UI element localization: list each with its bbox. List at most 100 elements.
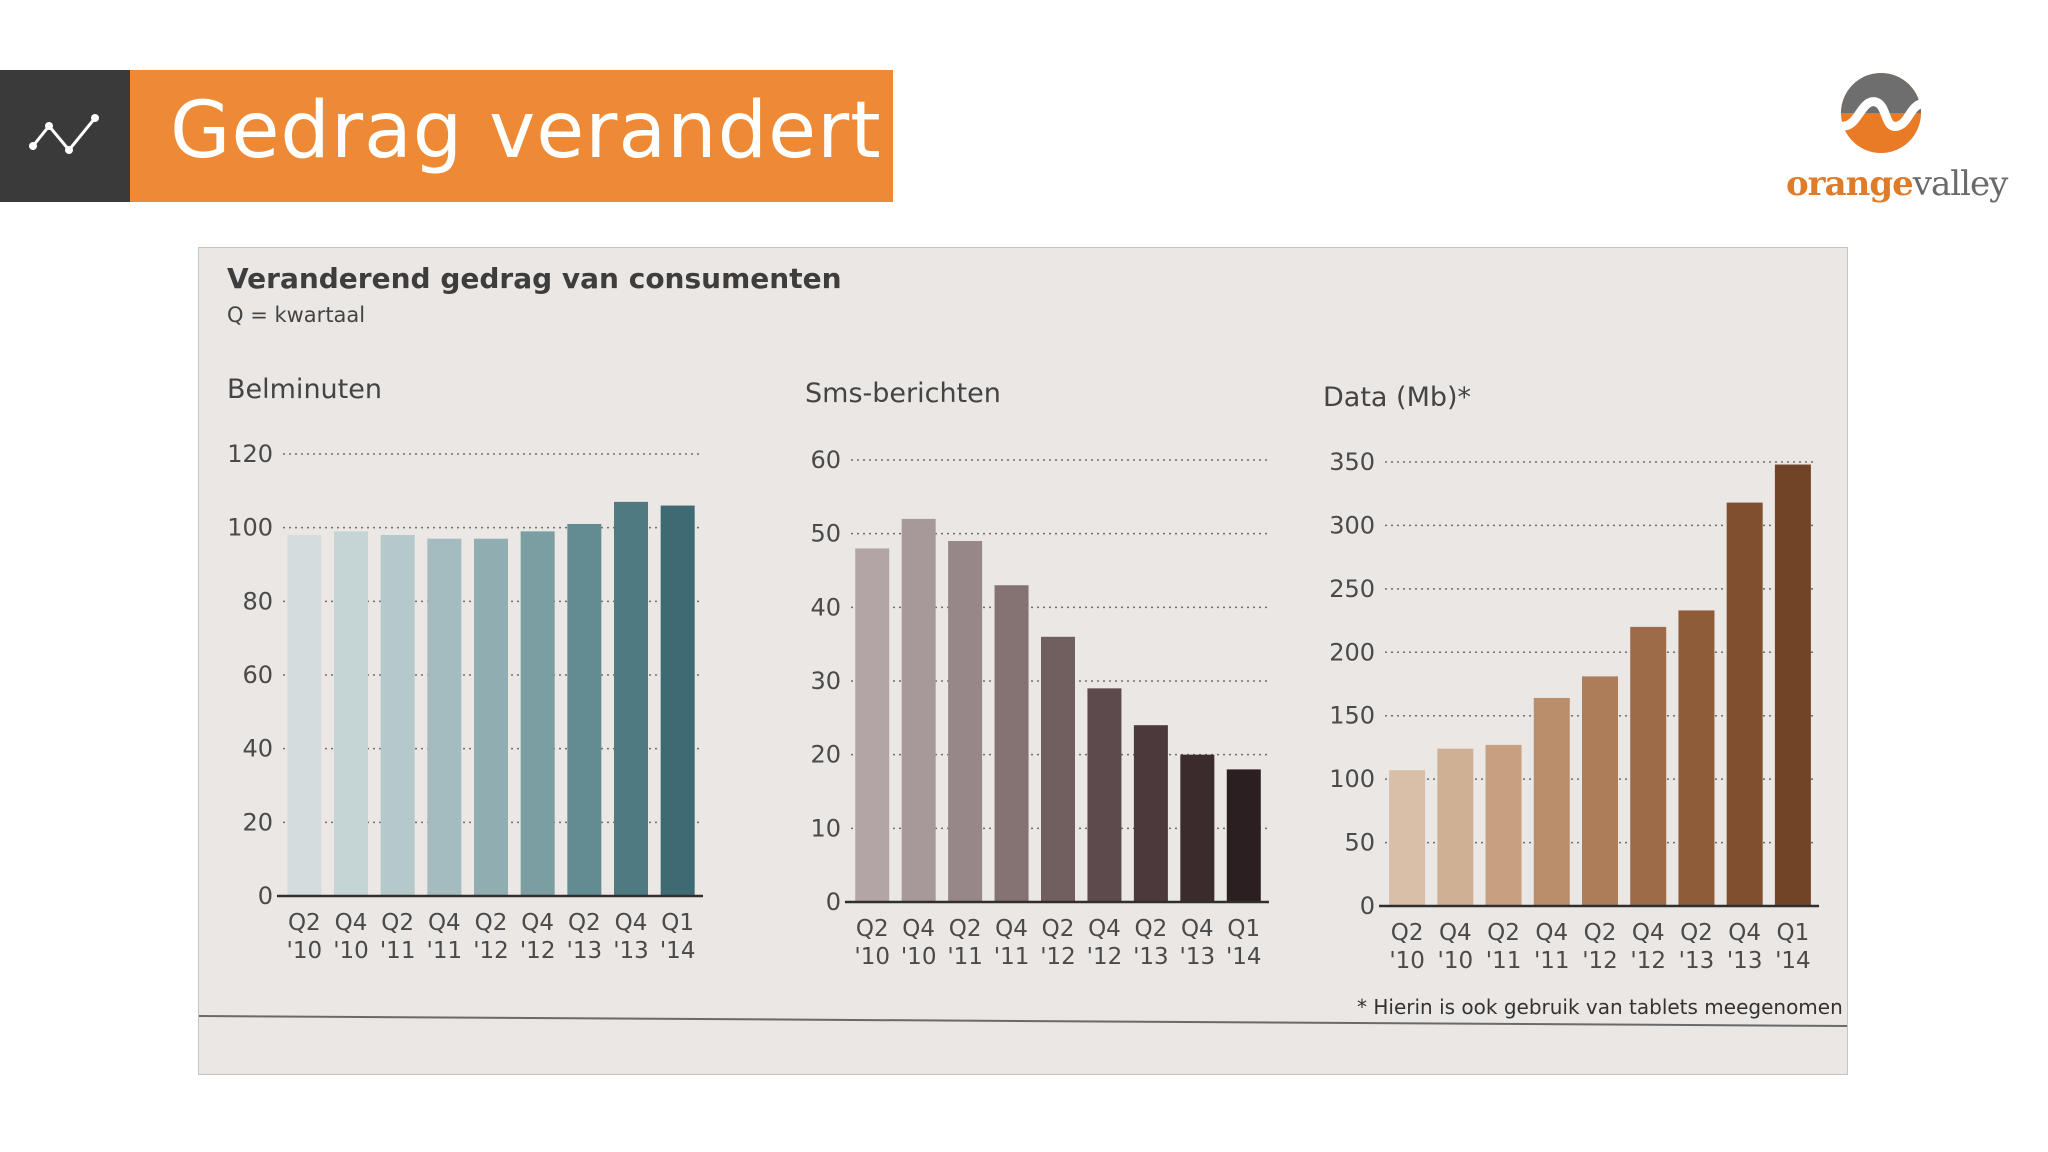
x-tick-label-data: Q4: [1632, 920, 1665, 946]
x-tick-label-data: Q2: [1584, 920, 1617, 946]
bar-belminuten: [474, 538, 508, 896]
bar-data: [1485, 744, 1522, 906]
x-tick-label-sms: '11: [947, 944, 983, 970]
x-tick-label-data: '10: [1438, 948, 1474, 974]
bar-belminuten: [427, 538, 462, 896]
logo-mark-icon: [1839, 73, 1925, 153]
bar-sms: [948, 541, 983, 902]
x-tick-label-data: Q2: [1391, 920, 1424, 946]
y-tick-label-belminuten: 0: [258, 882, 273, 910]
y-tick-label-sms: 0: [826, 888, 841, 916]
x-tick-label-belminuten: Q2: [475, 910, 508, 936]
title-bar: Gedrag verandert: [130, 70, 893, 202]
x-tick-label-sms: '10: [854, 944, 890, 970]
bar-sms: [994, 585, 1029, 902]
x-tick-label-data: '12: [1582, 948, 1618, 974]
header-icon-box: [0, 70, 130, 202]
x-tick-label-belminuten: '12: [473, 938, 509, 964]
bar-data: [1630, 626, 1667, 906]
y-tick-label-sms: 40: [810, 593, 841, 621]
x-tick-label-sms: '11: [994, 944, 1030, 970]
y-tick-label-sms: 20: [810, 741, 841, 769]
bar-sms: [1133, 725, 1168, 902]
bar-sms: [1087, 688, 1122, 902]
bar-sms: [855, 548, 890, 902]
panel-title-sms: Sms-berichten: [805, 378, 1001, 409]
bar-sms: [901, 518, 936, 902]
trend-line-icon: [29, 114, 99, 154]
bar-belminuten: [334, 531, 368, 896]
x-tick-label-data: Q2: [1680, 920, 1713, 946]
bar-sms: [1180, 754, 1215, 902]
y-tick-label-data: 200: [1329, 638, 1375, 666]
x-tick-label-sms: Q2: [856, 916, 889, 942]
x-tick-label-belminuten: Q2: [288, 910, 321, 936]
newspaper-clipping: Veranderend gedrag van consumenten Q = k…: [198, 247, 1848, 1075]
bar-belminuten: [287, 535, 322, 896]
y-tick-label-belminuten: 120: [227, 440, 273, 468]
x-tick-label-sms: '13: [1133, 944, 1169, 970]
y-tick-label-belminuten: 80: [242, 587, 273, 615]
x-tick-label-sms: Q4: [995, 916, 1028, 942]
x-tick-label-data: Q4: [1439, 920, 1472, 946]
chart-figure: Veranderend gedrag van consumenten Q = k…: [199, 262, 1847, 1027]
x-tick-label-data: '13: [1679, 948, 1715, 974]
bar-data: [1533, 697, 1570, 906]
y-tick-label-belminuten: 60: [242, 661, 273, 689]
x-tick-label-belminuten: '12: [520, 938, 556, 964]
chart-footnote: * Hierin is ook gebruik van tablets meeg…: [1357, 995, 1843, 1019]
x-tick-label-belminuten: '13: [567, 938, 603, 964]
y-tick-label-data: 350: [1329, 448, 1375, 476]
x-tick-label-sms: '12: [1087, 944, 1123, 970]
x-tick-label-sms: Q4: [1181, 916, 1214, 942]
panel-title-belminuten: Belminuten: [227, 374, 382, 405]
footer-rule: [199, 1015, 1847, 1027]
x-tick-label-sms: Q2: [949, 916, 982, 942]
bar-data: [1774, 464, 1811, 906]
panel-title-data: Data (Mb)*: [1323, 382, 1471, 413]
x-tick-label-data: '13: [1727, 948, 1763, 974]
bar-data: [1726, 502, 1763, 906]
bar-sms: [1226, 769, 1261, 902]
orangevalley-logo: orangevalley: [1780, 68, 2008, 208]
x-tick-label-data: Q1: [1777, 920, 1810, 946]
x-tick-label-belminuten: '13: [613, 938, 649, 964]
y-tick-label-sms: 30: [810, 667, 841, 695]
x-tick-label-sms: '10: [901, 944, 937, 970]
chart-title: Veranderend gedrag van consumenten: [227, 262, 842, 295]
x-tick-label-belminuten: Q2: [568, 910, 601, 936]
x-tick-label-sms: Q2: [1135, 916, 1168, 942]
x-tick-label-sms: Q2: [1042, 916, 1075, 942]
x-tick-label-data: '14: [1775, 948, 1811, 974]
bar-data: [1582, 676, 1618, 906]
x-tick-label-belminuten: '10: [333, 938, 369, 964]
x-tick-label-belminuten: '14: [660, 938, 696, 964]
y-tick-label-data: 100: [1329, 765, 1375, 793]
y-tick-label-data: 150: [1329, 702, 1375, 730]
x-tick-label-sms: Q4: [902, 916, 935, 942]
y-tick-label-belminuten: 100: [227, 514, 273, 542]
x-tick-label-belminuten: '10: [287, 938, 323, 964]
x-tick-label-data: '10: [1389, 948, 1425, 974]
bar-belminuten: [380, 535, 415, 896]
x-tick-label-belminuten: Q1: [661, 910, 694, 936]
x-tick-label-sms: '14: [1226, 944, 1262, 970]
chart-subtitle: Q = kwartaal: [227, 303, 365, 327]
x-tick-label-sms: Q4: [1088, 916, 1121, 942]
logo-word-orange: orange: [1786, 164, 1914, 204]
x-tick-label-belminuten: Q4: [521, 910, 554, 936]
y-tick-label-belminuten: 40: [242, 735, 273, 763]
y-tick-label-data: 300: [1329, 511, 1375, 539]
slide-title: Gedrag verandert: [170, 86, 882, 176]
x-tick-label-belminuten: '11: [380, 938, 416, 964]
x-tick-label-data: '12: [1630, 948, 1666, 974]
y-tick-label-data: 0: [1360, 892, 1375, 920]
y-tick-label-belminuten: 20: [242, 808, 273, 836]
x-tick-label-belminuten: Q2: [381, 910, 414, 936]
x-tick-label-data: '11: [1486, 948, 1522, 974]
x-tick-label-belminuten: Q4: [335, 910, 368, 936]
x-tick-label-data: Q4: [1535, 920, 1568, 946]
logo-wordmark: orangevalley: [1786, 164, 2008, 204]
y-tick-label-sms: 10: [810, 814, 841, 842]
x-tick-label-sms: '12: [1040, 944, 1076, 970]
